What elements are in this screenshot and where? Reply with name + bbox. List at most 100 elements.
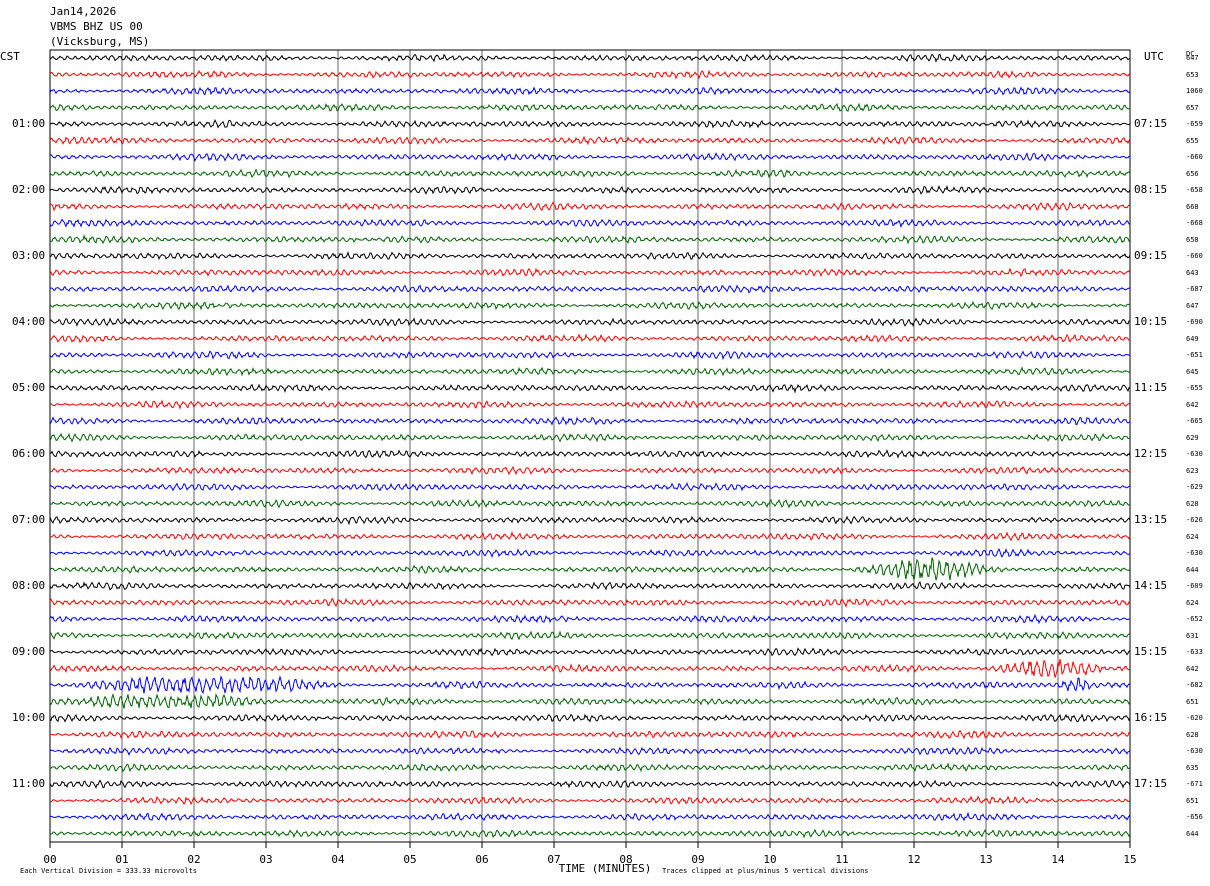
left-hour-label: 03:00 [12, 249, 46, 262]
dc-offset-label: 658 [1186, 235, 1199, 244]
left-hour-label: 07:00 [12, 513, 46, 526]
trace-row [49, 630, 1131, 641]
dc-offset-label: -652 [1186, 615, 1203, 623]
dc-column-label: DC [1186, 50, 1195, 58]
trace-row [49, 762, 1131, 773]
dc-offset-label: -668 [1186, 219, 1203, 227]
trace-row [49, 251, 1131, 261]
dc-offset-label: -671 [1186, 780, 1203, 788]
dc-offset-label: 624 [1186, 532, 1199, 541]
x-tick-label: 02 [187, 853, 201, 866]
dc-offset-label: -626 [1186, 516, 1203, 524]
trace-row [49, 597, 1131, 608]
trace-row [49, 267, 1131, 278]
trace-row [49, 102, 1131, 113]
dc-offset-label: -658 [1186, 186, 1203, 194]
dc-offset-label: -690 [1186, 318, 1203, 326]
x-tick-label: 13 [979, 853, 993, 866]
dc-offset-label: -656 [1186, 813, 1203, 821]
dc-offset-label: 656 [1186, 169, 1199, 178]
scale-note: Each Vertical Division = 333.33 microvol… [20, 867, 198, 875]
trace-row [49, 713, 1131, 723]
dc-offset-label: -630 [1186, 747, 1203, 755]
right-hour-label: 17:15 [1134, 777, 1168, 790]
plot-date: Jan14,2026 [50, 5, 117, 18]
trace-row [49, 201, 1131, 212]
dc-offset-label: 649 [1186, 334, 1199, 343]
right-hour-label: 09:15 [1134, 249, 1168, 262]
dc-offset-label: 1060 [1186, 87, 1203, 95]
trace-row [49, 613, 1131, 625]
trace-row [49, 779, 1131, 789]
trace-row [49, 218, 1131, 229]
trace-row [49, 135, 1131, 146]
left-hour-label: 05:00 [12, 381, 46, 394]
trace-row [49, 828, 1131, 839]
dc-offset-label: 647 [1186, 301, 1199, 310]
dc-offset-label: 657 [1186, 103, 1199, 112]
trace-row [49, 366, 1130, 377]
trace-row [49, 547, 1131, 559]
dc-offset-label: 624 [1186, 598, 1199, 607]
trace-row [49, 416, 1131, 426]
x-tick-label: 15 [1123, 853, 1137, 866]
x-tick-label: 12 [907, 853, 921, 866]
left-hour-label: 04:00 [12, 315, 46, 328]
dc-offset-label: -630 [1186, 450, 1203, 458]
left-hour-label: 08:00 [12, 579, 46, 592]
trace-row [49, 184, 1131, 195]
x-tick-label: 08 [619, 853, 633, 866]
dc-offset-label: 651 [1186, 697, 1199, 706]
left-hour-label: 11:00 [12, 777, 46, 790]
dc-offset-label: 668 [1186, 202, 1199, 211]
trace-row [49, 333, 1131, 344]
trace-row [49, 658, 1131, 678]
dc-offset-label: 631 [1186, 631, 1199, 640]
x-tick-label: 06 [475, 853, 489, 866]
station-location: (Vicksburg, MS) [50, 35, 150, 48]
right-hour-label: 11:15 [1134, 381, 1168, 394]
trace-row [49, 119, 1131, 129]
dc-offset-label: 645 [1186, 367, 1199, 376]
x-tick-label: 03 [259, 853, 273, 866]
dc-offset-label: 635 [1186, 763, 1199, 772]
right-hour-label: 07:15 [1134, 117, 1168, 130]
right-hour-label: 15:15 [1134, 645, 1168, 658]
dc-offset-label: 629 [1186, 433, 1199, 442]
right-hour-label: 12:15 [1134, 447, 1168, 460]
trace-row [49, 151, 1131, 162]
left-hour-label: 06:00 [12, 447, 46, 460]
dc-offset-label: 643 [1186, 268, 1199, 277]
x-tick-label: 10 [763, 853, 777, 866]
dc-offset-label: 628 [1186, 730, 1199, 739]
right-hour-label: 10:15 [1134, 315, 1168, 328]
trace-row [49, 530, 1131, 542]
trace-row [49, 317, 1130, 327]
trace-row [49, 284, 1131, 294]
x-axis-title: TIME (MINUTES) [558, 862, 652, 875]
dc-offset-label: 644 [1186, 829, 1199, 838]
trace-row [49, 674, 1131, 695]
trace-row [49, 69, 1131, 80]
plot-frame [49, 49, 1131, 843]
left-hour-label: 10:00 [12, 711, 46, 724]
dc-offset-label: 651 [1186, 796, 1199, 805]
right-hour-label: 08:15 [1134, 183, 1168, 196]
dc-offset-label: -682 [1186, 681, 1203, 689]
trace-row [49, 692, 1131, 709]
station-code: VBMS BHZ US 00 [50, 20, 143, 33]
dc-offset-label: 653 [1186, 70, 1199, 79]
clip-note: Traces clipped at plus/minus 5 vertical … [662, 867, 869, 875]
trace-row [49, 399, 1131, 410]
trace-row [49, 300, 1131, 311]
dc-offset-label: -665 [1186, 417, 1203, 425]
right-timezone-label: UTC [1144, 50, 1164, 63]
trace-row [49, 465, 1130, 476]
trace-row [49, 432, 1131, 443]
dc-offset-label: -630 [1186, 549, 1203, 557]
x-tick-label: 01 [115, 853, 129, 866]
trace-row [49, 481, 1131, 492]
trace-row [49, 383, 1131, 394]
right-hour-label: 13:15 [1134, 513, 1168, 526]
dc-offset-label: 642 [1186, 664, 1199, 673]
